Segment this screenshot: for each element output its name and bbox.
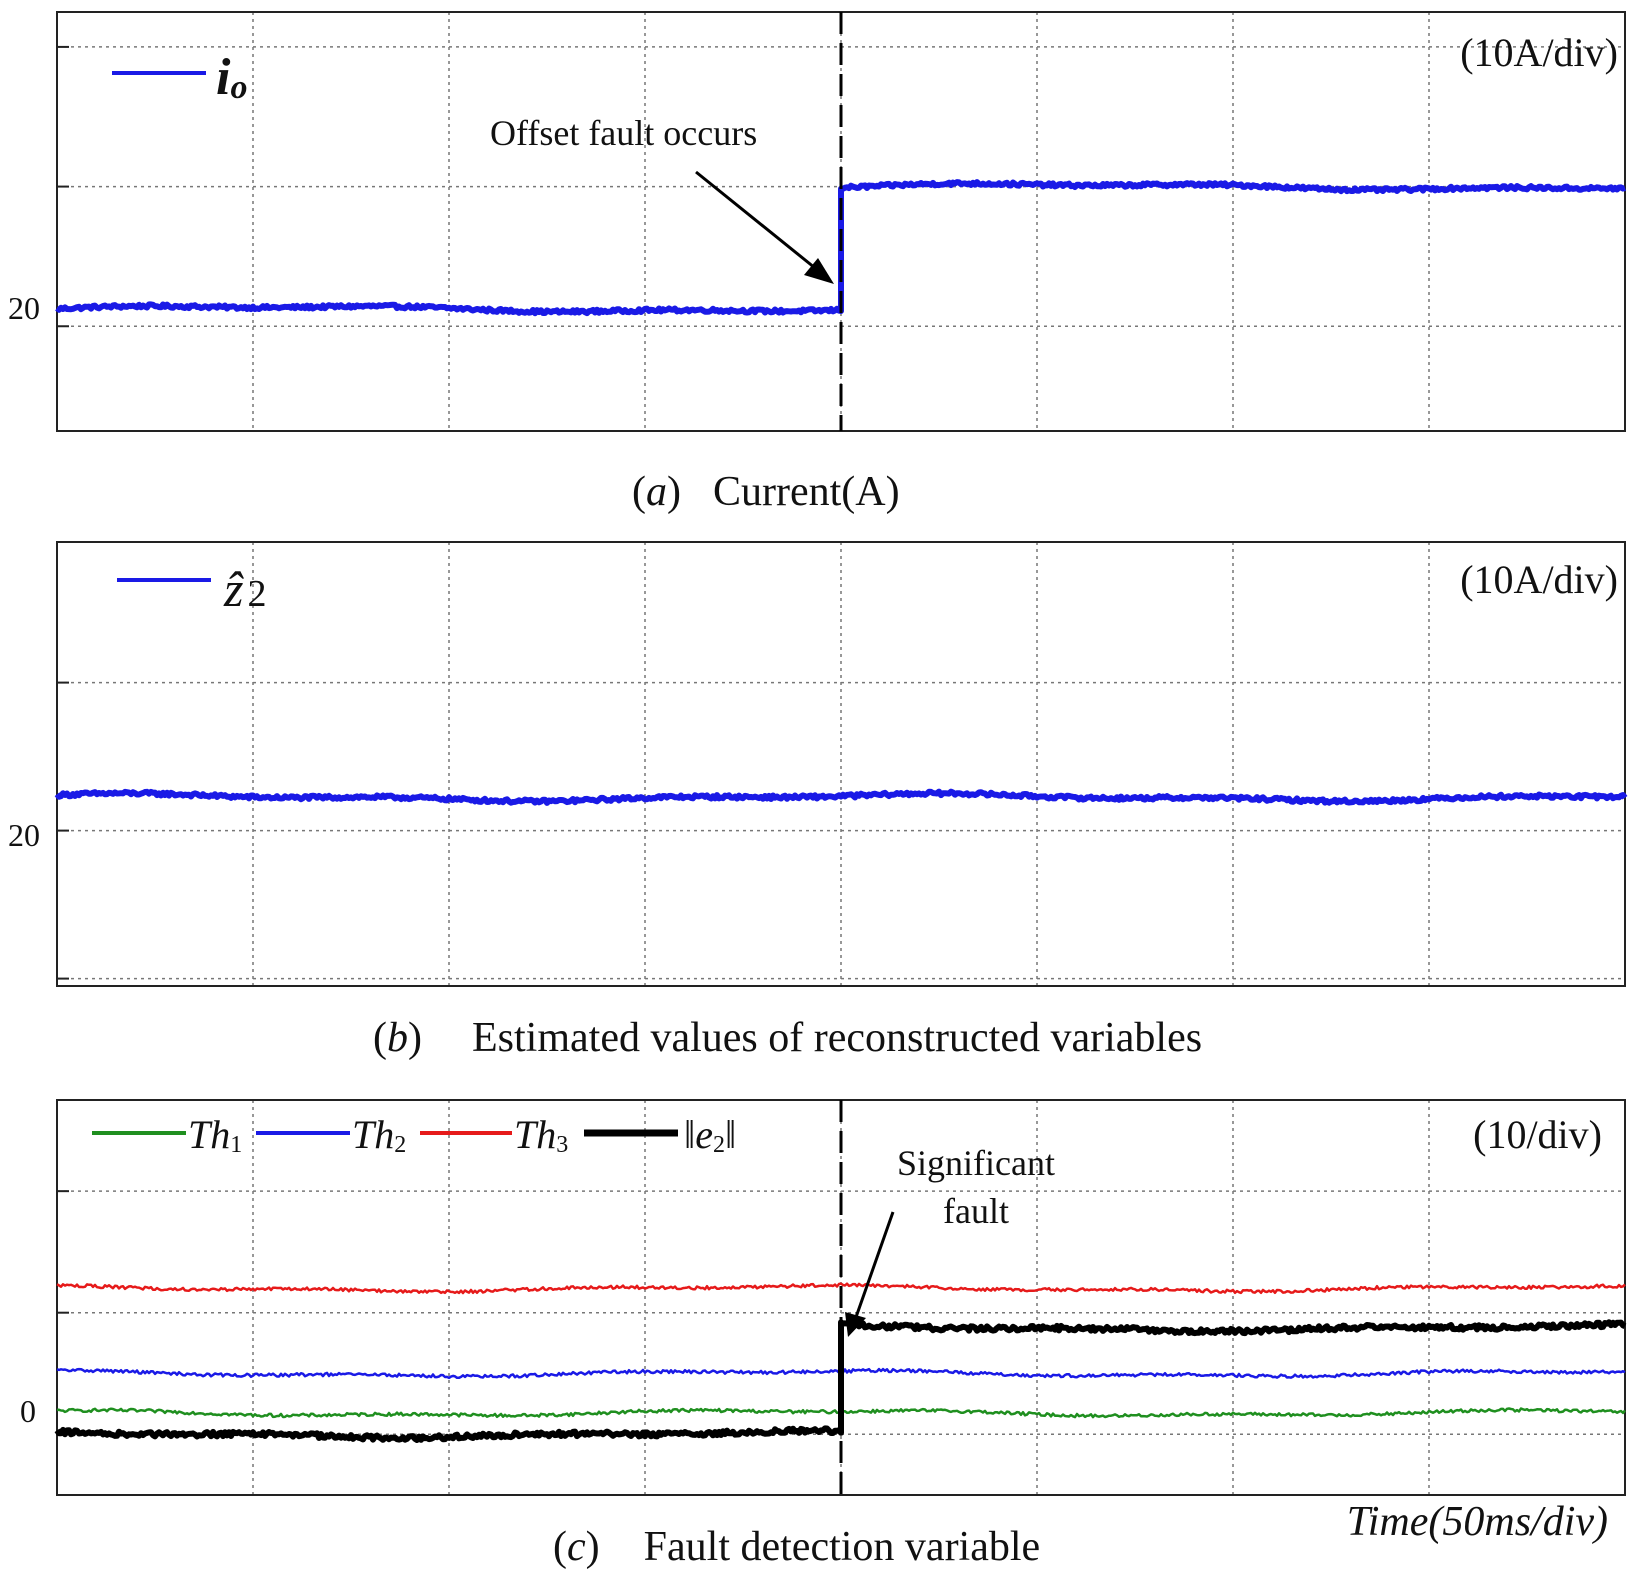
legend-label-th1-main: Th [188,1112,230,1157]
panel-a-legend: io [112,49,247,106]
series-line-e2 [54,1319,1627,1443]
panel-b-caption-text: Estimated values of reconstructed variab… [472,1015,1202,1061]
panel-c-annotation: Significant fault [845,1143,1055,1337]
legend-label-th2: Th2 [352,1112,406,1158]
legend-label-io-main: i [216,49,231,106]
panel-b-series [54,788,1628,806]
panel-c-legend: Th1 Th2 Th3 ‖e2‖ [92,1112,736,1158]
series-line-th3 [56,1282,1626,1295]
annotation-offset-fault: Offset fault occurs [490,113,757,153]
legend-label-io-sub: o [230,69,247,106]
panel-b-frame [56,541,1626,987]
annotation-arrow-head-c [845,1312,866,1337]
panel-b-grid [57,542,1625,986]
panel-a-caption-label: a [646,469,667,515]
panel-c-scale-label: (10/div) [1473,1112,1602,1157]
panel-a-caption: (a) Current(A) [632,469,900,515]
legend-label-io: io [216,49,247,106]
panel-c-caption-paren-close: ) [586,1524,600,1570]
legend-label-e2-sub: 2 [713,1132,725,1158]
legend-label-th1: Th1 [188,1112,242,1158]
panel-b-scale-label: (10A/div) [1460,557,1618,602]
panel-c-fault-detection: 0 (10/div) Th1 Th2 Th3 ‖e2‖ Significant f… [20,1099,1627,1570]
panel-a-caption-text: Current(A) [713,469,900,515]
panel-c-caption-text: Fault detection variable [644,1524,1041,1570]
panel-a-scale-label: (10A/div) [1460,30,1618,75]
panel-b-caption: (b) Estimated values of reconstructed var… [373,1015,1202,1061]
series-line-2 [54,788,1628,806]
legend-label-e2: ‖e2‖ [684,1112,736,1158]
panel-a-caption-paren-open: ( [632,469,646,515]
legend-label-th2-main: Th [352,1112,394,1157]
legend-label-th3: Th3 [514,1112,568,1158]
annotation-significant-fault-line-2: fault [943,1191,1009,1231]
legend-label-z2-sub: 2 [247,573,266,615]
legend-label-th3-sub: 3 [556,1132,568,1158]
annotation-significant-fault-line-1: Significant [897,1143,1055,1183]
legend-label-e2-tail: ‖ [725,1112,736,1157]
annotation-significant-fault: Significant fault [897,1143,1055,1231]
annotation-arrow-shaft-c [853,1211,895,1321]
legend-label-z2-main: ẑ [223,561,244,617]
panel-b-caption-paren-close: ) [408,1015,422,1061]
legend-label-th3-main: Th [514,1112,556,1157]
panel-c-y-tick-label: 0 [20,1393,36,1429]
panel-c-caption-label: c [567,1524,586,1570]
panel-a-annotation: Offset fault occurs [490,113,834,284]
panel-b-caption-paren-open: ( [373,1015,387,1061]
legend-label-th1-sub: 1 [230,1132,242,1158]
x-axis-label: Time(50ms/div) [1347,1499,1608,1545]
panel-c-caption: (c) Fault detection variable [553,1524,1040,1570]
panel-b-y-tick-label: 20 [8,817,40,853]
panel-a-caption-paren-close: ) [667,469,681,515]
panel-a-current: 20 (10A/div) io Offset fault occurs (a) C… [8,11,1626,515]
panel-a-y-tick-label: 20 [8,290,40,326]
legend-label-e2-main: ‖e [684,1112,713,1157]
legend-label-th2-sub: 2 [394,1132,406,1158]
panel-b-caption-label: b [387,1015,408,1061]
annotation-arrow-shaft [695,170,821,274]
panel-c-caption-paren-open: ( [553,1524,567,1570]
annotation-arrow-head [804,258,834,284]
